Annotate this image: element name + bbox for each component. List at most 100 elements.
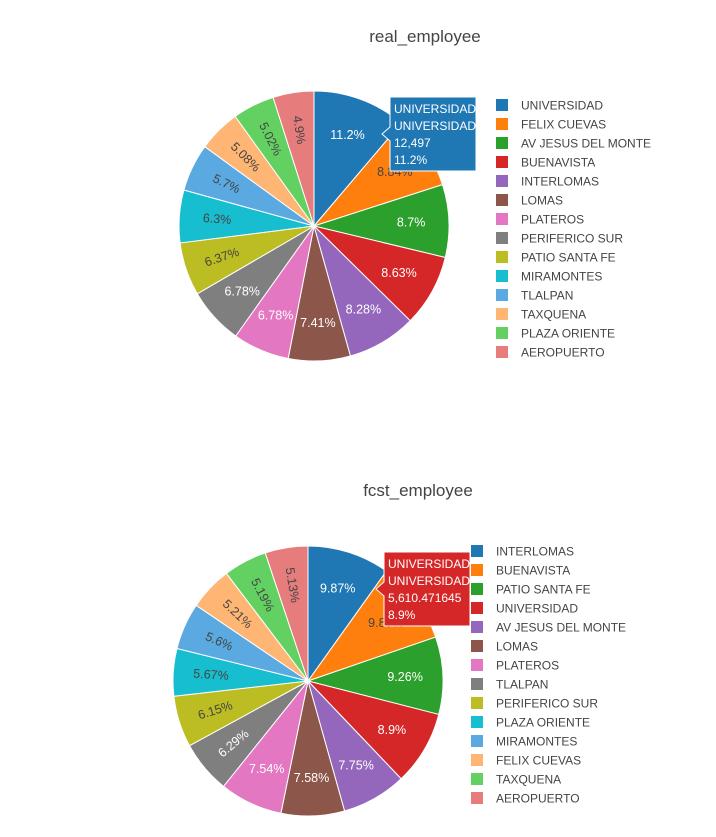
slice-percent-label: 8.7%	[397, 215, 426, 229]
legend-swatch	[496, 308, 508, 320]
legend-label: PLAZA ORIENTE	[521, 327, 615, 341]
legend-item-aeropuerto[interactable]: AEROPUERTO	[471, 792, 580, 806]
slice-percent-label: 5.67%	[193, 667, 229, 683]
legend-label: PATIO SANTA FE	[496, 583, 591, 597]
legend-label: AV JESUS DEL MONTE	[521, 137, 651, 151]
legend-swatch	[471, 754, 483, 766]
legend-item-plateros[interactable]: PLATEROS	[496, 213, 584, 227]
legend-label: TLALPAN	[496, 678, 548, 692]
slice-percent-label: 7.54%	[249, 762, 284, 776]
legend-label: FELIX CUEVAS	[496, 754, 581, 768]
legend-swatch	[471, 564, 483, 576]
legend-item-periferico-sur[interactable]: PERIFERICO SUR	[471, 697, 598, 711]
legend-label: PLATEROS	[496, 659, 559, 673]
legend-item-patio-santa-fe[interactable]: PATIO SANTA FE	[471, 583, 591, 597]
legend-swatch	[496, 346, 508, 358]
legend-label: INTERLOMAS	[496, 545, 574, 559]
legend-swatch	[471, 659, 483, 671]
slice-percent-label: 5.13%	[283, 566, 302, 603]
chart-title: real_employee	[369, 27, 481, 46]
legend-swatch	[471, 697, 483, 709]
chart-fcst-employee: fcst_employee 9.87%9.85%9.26%8.9%7.75%7.…	[172, 481, 626, 817]
legend-swatch	[471, 602, 483, 614]
legend-item-plateros[interactable]: PLATEROS	[471, 659, 559, 673]
legend-item-patio-santa-fe[interactable]: PATIO SANTA FE	[496, 251, 616, 265]
legend-label: PERIFERICO SUR	[496, 697, 598, 711]
slice-percent-label: 4.9%	[290, 115, 308, 145]
pie-slice-aeropuerto[interactable]	[264, 545, 309, 682]
slice-percent-label: 6.3%	[202, 211, 231, 227]
hover-tooltip: UNIVERSIDAD UNIVERSIDAD 5,610.471645 8.9%	[375, 551, 471, 627]
legend-item-universidad[interactable]: UNIVERSIDAD	[496, 99, 603, 113]
legend-label: INTERLOMAS	[521, 175, 599, 189]
legend-swatch	[496, 175, 508, 187]
legend-swatch	[471, 792, 483, 804]
legend-swatch	[496, 118, 508, 130]
legend-item-av-jesus-del-monte[interactable]: AV JESUS DEL MONTE	[471, 621, 626, 635]
legend-swatch	[471, 678, 483, 690]
legend-item-lomas[interactable]: LOMAS	[471, 640, 538, 654]
legend-item-aeropuerto[interactable]: AEROPUERTO	[496, 346, 605, 360]
slice-percent-label: 8.9%	[378, 723, 407, 737]
legend-label: AEROPUERTO	[496, 792, 580, 806]
legend-item-av-jesus-del-monte[interactable]: AV JESUS DEL MONTE	[496, 137, 651, 151]
legend-swatch	[471, 773, 483, 785]
legend-item-felix-cuevas[interactable]: FELIX CUEVAS	[496, 118, 606, 132]
legend-swatch	[471, 545, 483, 557]
legend-item-interlomas[interactable]: INTERLOMAS	[471, 545, 574, 559]
legend-item-buenavista[interactable]: BUENAVISTA	[496, 156, 595, 170]
legend-label: PATIO SANTA FE	[521, 251, 616, 265]
legend: UNIVERSIDAD FELIX CUEVAS AV JESUS DEL MONT…	[496, 99, 651, 360]
slice-percent-label: 9.26%	[387, 670, 422, 684]
legend-label: AV JESUS DEL MONTE	[496, 621, 626, 635]
legend-swatch	[471, 640, 483, 652]
legend-swatch	[496, 156, 508, 168]
legend-item-lomas[interactable]: LOMAS	[496, 194, 563, 208]
legend-label: LOMAS	[496, 640, 538, 654]
legend-label: PERIFERICO SUR	[521, 232, 623, 246]
legend-item-interlomas[interactable]: INTERLOMAS	[496, 175, 599, 189]
tooltip-line: 11.2%	[394, 153, 427, 167]
legend-item-felix-cuevas[interactable]: FELIX CUEVAS	[471, 754, 581, 768]
legend-item-miramontes[interactable]: MIRAMONTES	[496, 270, 602, 284]
legend-item-plaza-oriente[interactable]: PLAZA ORIENTE	[496, 327, 615, 341]
pie-slices	[178, 90, 450, 362]
legend-item-taxquena[interactable]: TAXQUENA	[471, 773, 561, 787]
legend-label: PLATEROS	[521, 213, 584, 227]
slice-percent-label: 9.87%	[320, 581, 355, 595]
legend-label: AEROPUERTO	[521, 346, 605, 360]
legend-label: BUENAVISTA	[521, 156, 595, 170]
legend-item-plaza-oriente[interactable]: PLAZA ORIENTE	[471, 716, 590, 730]
legend-swatch	[496, 137, 508, 149]
legend-item-miramontes[interactable]: MIRAMONTES	[471, 735, 577, 749]
pie-slice-patio-santa-fe[interactable]	[306, 636, 444, 716]
chart-title: fcst_employee	[363, 481, 473, 500]
legend-swatch	[496, 289, 508, 301]
legend-swatch	[496, 270, 508, 282]
legend-swatch	[471, 583, 483, 595]
slice-percent-label: 6.78%	[258, 308, 293, 322]
legend-swatch	[496, 213, 508, 225]
legend-item-taxquena[interactable]: TAXQUENA	[496, 308, 586, 322]
legend-swatch	[496, 99, 508, 111]
tooltip-line: 8.9%	[388, 608, 416, 622]
legend-item-buenavista[interactable]: BUENAVISTA	[471, 564, 570, 578]
legend-label: MIRAMONTES	[496, 735, 577, 749]
slice-percent-label: 8.63%	[381, 266, 416, 280]
slice-percent-label: 11.2%	[330, 128, 365, 142]
legend-label: MIRAMONTES	[521, 270, 602, 284]
slice-percent-label: 8.28%	[346, 303, 381, 317]
legend-item-tlalpan[interactable]: TLALPAN	[496, 289, 573, 303]
chart-real-employee: real_employee 11.2%8.84%8.7%8.63%8.28%7.…	[178, 27, 651, 362]
slice-percent-label: 7.41%	[300, 316, 335, 330]
legend-item-universidad[interactable]: UNIVERSIDAD	[471, 602, 578, 616]
pie-slice-aeropuerto[interactable]	[272, 90, 315, 227]
tooltip-line: 12,497	[394, 136, 431, 150]
legend-label: UNIVERSIDAD	[496, 602, 578, 616]
legend-label: TAXQUENA	[521, 308, 586, 322]
legend: INTERLOMAS BUENAVISTA PATIO SANTA FE UNIVER…	[471, 545, 626, 806]
tooltip-box	[381, 96, 477, 172]
legend-item-periferico-sur[interactable]: PERIFERICO SUR	[496, 232, 623, 246]
legend-item-tlalpan[interactable]: TLALPAN	[471, 678, 548, 692]
